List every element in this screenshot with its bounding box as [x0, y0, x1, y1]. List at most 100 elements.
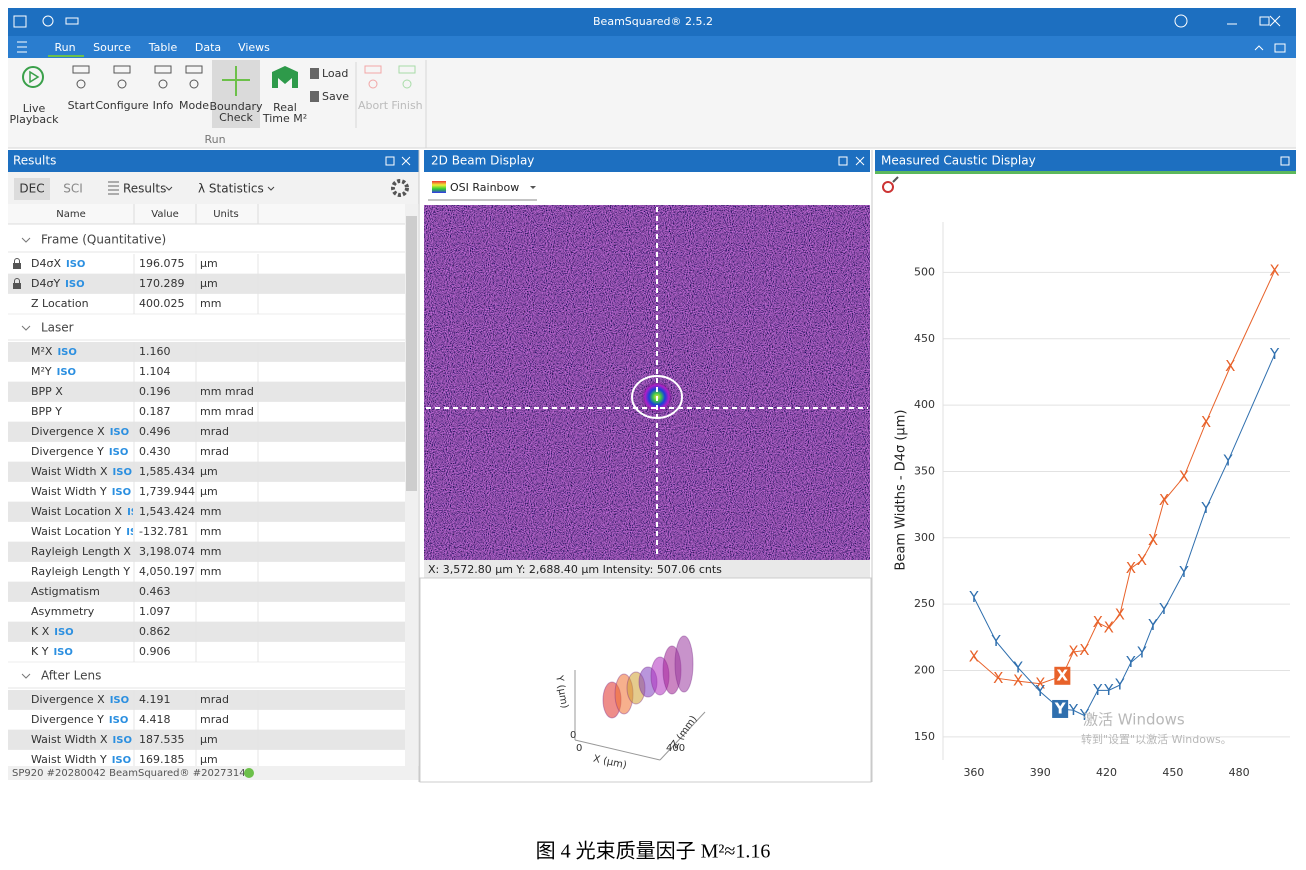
button-icon	[22, 66, 44, 88]
lock-icon	[14, 278, 20, 283]
ribbon-button[interactable]: Configure	[95, 65, 149, 112]
status-bar	[8, 766, 419, 780]
toolbar-item[interactable]: SCI	[63, 182, 83, 196]
menu-item[interactable]: Views	[238, 41, 270, 54]
toolbar-item[interactable]: Results	[123, 182, 166, 196]
name-cell: BPP X	[31, 385, 63, 398]
button-label: Load	[322, 67, 348, 80]
row-name: Waist Width X	[31, 733, 108, 746]
row-units: mrad	[200, 713, 229, 726]
menu-item[interactable]: Data	[195, 41, 221, 54]
row-units: μm	[200, 277, 218, 290]
maximize-button[interactable]	[385, 156, 395, 166]
caustic-tool-icon[interactable]	[882, 181, 894, 193]
iso-tag: ISO	[109, 715, 128, 726]
row-value: 0.187	[139, 405, 171, 418]
restore-button[interactable]	[1259, 16, 1270, 26]
name-cell: Waist Width Y ISO	[31, 753, 131, 766]
name-cell: Waist Width X ISO	[31, 465, 132, 478]
dropdown-chevron	[267, 186, 275, 191]
point-marker: Y	[1178, 563, 1189, 581]
ribbon-button[interactable]: Info	[153, 65, 174, 112]
group-title: After Lens	[41, 669, 101, 683]
button-label: Finish	[391, 99, 422, 112]
row-value: 1,585.434	[139, 465, 195, 478]
button-label: Configure	[95, 99, 149, 112]
table-row	[8, 542, 405, 562]
row-name: Divergence Y	[31, 713, 104, 726]
row-units: μm	[200, 733, 218, 746]
point-marker: Y	[1158, 600, 1169, 618]
ribbon-button[interactable]: Start	[68, 65, 96, 112]
beam-image	[424, 205, 870, 560]
point-marker: Y	[990, 632, 1001, 650]
iso-tag: ISO	[126, 527, 145, 538]
app-icon	[13, 15, 27, 28]
play-icon	[42, 15, 54, 27]
row-value: 0.463	[139, 585, 171, 598]
title-bar	[8, 8, 1296, 36]
row-value: 1,543.424	[139, 505, 195, 518]
menu-item[interactable]: Source	[93, 41, 131, 54]
point-marker: Y	[1125, 653, 1136, 671]
ribbon-button[interactable]: Finish	[391, 65, 423, 112]
help-button[interactable]	[1174, 14, 1188, 28]
row-value: -132.781	[139, 525, 188, 538]
caustic-tool-icon	[892, 176, 899, 183]
iso-tag: ISO	[57, 347, 76, 358]
row-name: Astigmatism	[31, 585, 100, 598]
ribbon-button[interactable]: Save	[310, 90, 349, 103]
row-units: mm	[200, 565, 221, 578]
close-button[interactable]	[401, 156, 411, 166]
figure-caption: 图 4 光束质量因子 M²≈1.16	[536, 840, 771, 863]
group-chevron	[21, 325, 31, 331]
button-icon	[76, 79, 86, 89]
row-value: 196.075	[139, 257, 185, 270]
name-cell: K X ISO	[31, 625, 74, 638]
button-label: Save	[322, 90, 349, 103]
toolbar-item[interactable]: λ Statistics	[198, 182, 264, 196]
button-icon	[364, 65, 382, 74]
scrollbar-thumb	[406, 216, 417, 491]
name-cell: M²Y ISO	[31, 365, 76, 378]
name-cell: D4σX ISO	[31, 257, 85, 270]
maximize-button[interactable]	[1280, 156, 1290, 166]
lock-icon	[13, 263, 21, 269]
table-row	[8, 382, 405, 402]
row-name: D4σX	[31, 257, 61, 270]
row-value: 0.196	[139, 385, 171, 398]
x-tick-label: 390	[1030, 766, 1051, 779]
menu-item[interactable]: Run	[54, 41, 75, 54]
name-cell: Waist Width Y ISO	[31, 485, 131, 498]
menu-item[interactable]: Table	[148, 41, 178, 54]
beam-header	[424, 150, 870, 172]
table-row	[8, 710, 405, 730]
table-row	[8, 254, 405, 274]
ribbon-button[interactable]: Load	[310, 67, 348, 80]
point-marker: Y	[1068, 701, 1079, 719]
panel-title: Results	[13, 154, 56, 168]
table-row	[8, 690, 405, 710]
row-units: μm	[200, 753, 218, 766]
toolbar-item[interactable]: DEC	[19, 182, 44, 196]
palette-select[interactable]: OSI Rainbow	[450, 181, 519, 194]
panel-title: 2D Beam Display	[431, 154, 534, 168]
maximize-button[interactable]	[838, 156, 848, 166]
point-marker: Y	[1147, 616, 1158, 634]
iso-tag: ISO	[54, 627, 73, 638]
table-row	[8, 502, 405, 522]
ribbon-button[interactable]: Mode	[179, 65, 209, 112]
row-value: 4.191	[139, 693, 171, 706]
point-marker: X	[1013, 672, 1023, 690]
close-button[interactable]	[1269, 15, 1281, 27]
settings-button[interactable]	[391, 179, 409, 197]
row-name: Rayleigh Length Y	[31, 565, 130, 578]
close-button[interactable]	[855, 156, 865, 166]
table-row	[8, 442, 405, 462]
point-marker: Y	[1200, 499, 1211, 517]
row-units: mrad	[200, 693, 229, 706]
ribbon-button[interactable]: Abort	[358, 65, 389, 112]
